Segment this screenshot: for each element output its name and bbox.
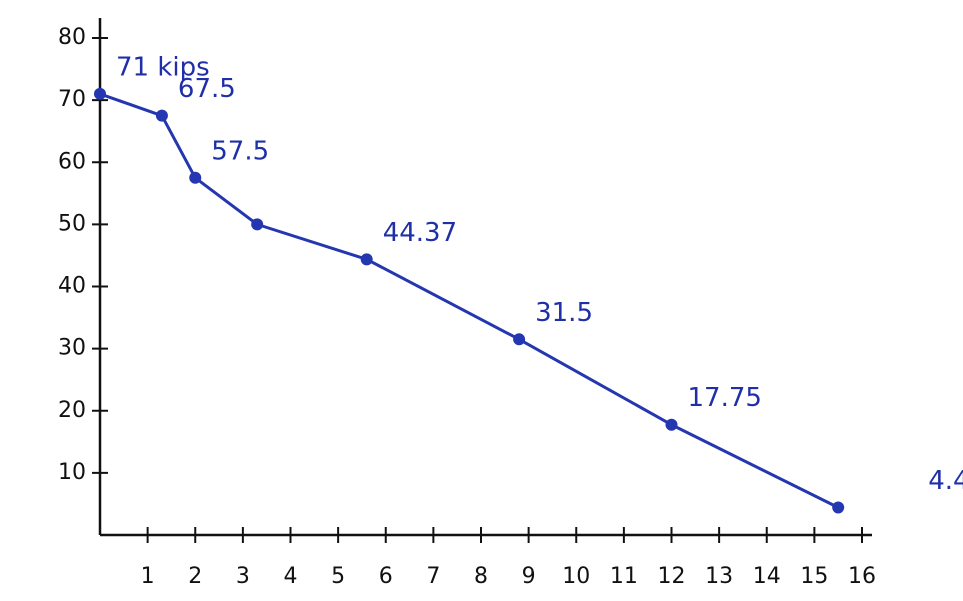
x-tick-label: 11 — [610, 564, 638, 589]
value-label: 31.5 — [535, 298, 593, 328]
data-point — [251, 218, 263, 230]
chart: 1020304050607080123456789101112131415167… — [0, 0, 963, 601]
x-tick-label: 4 — [284, 564, 298, 589]
y-tick-label: 40 — [58, 274, 86, 299]
value-label: 44.37 — [383, 218, 457, 248]
value-label: 17.75 — [688, 383, 762, 413]
x-tick-label: 10 — [562, 564, 590, 589]
x-tick-label: 9 — [522, 564, 536, 589]
x-tick-label: 7 — [426, 564, 440, 589]
x-tick-label: 15 — [800, 564, 828, 589]
x-tick-label: 3 — [236, 564, 250, 589]
x-tick-label: 16 — [848, 564, 876, 589]
y-tick-label: 60 — [58, 149, 86, 174]
data-point — [361, 253, 373, 265]
y-tick-label: 10 — [58, 460, 86, 485]
value-label: 4.43 — [928, 466, 963, 496]
background — [0, 0, 963, 601]
data-point — [156, 110, 168, 122]
page: {"chart_data": { "type": "line", "x": [0… — [0, 0, 963, 601]
data-point — [189, 172, 201, 184]
y-tick-label: 50 — [58, 211, 86, 236]
data-point — [832, 501, 844, 513]
value-label: 67.5 — [178, 74, 236, 104]
x-tick-label: 14 — [753, 564, 781, 589]
value-label: 57.5 — [211, 136, 269, 166]
x-tick-label: 1 — [141, 564, 155, 589]
data-point — [666, 419, 678, 431]
y-tick-label: 30 — [58, 336, 86, 361]
y-tick-label: 80 — [58, 25, 86, 50]
y-tick-label: 70 — [58, 87, 86, 112]
x-tick-label: 12 — [658, 564, 686, 589]
data-point — [94, 88, 106, 100]
y-tick-label: 20 — [58, 398, 86, 423]
data-point — [513, 333, 525, 345]
x-tick-label: 6 — [379, 564, 393, 589]
x-tick-label: 8 — [474, 564, 488, 589]
x-tick-label: 5 — [331, 564, 345, 589]
x-tick-label: 2 — [188, 564, 202, 589]
x-tick-label: 13 — [705, 564, 733, 589]
